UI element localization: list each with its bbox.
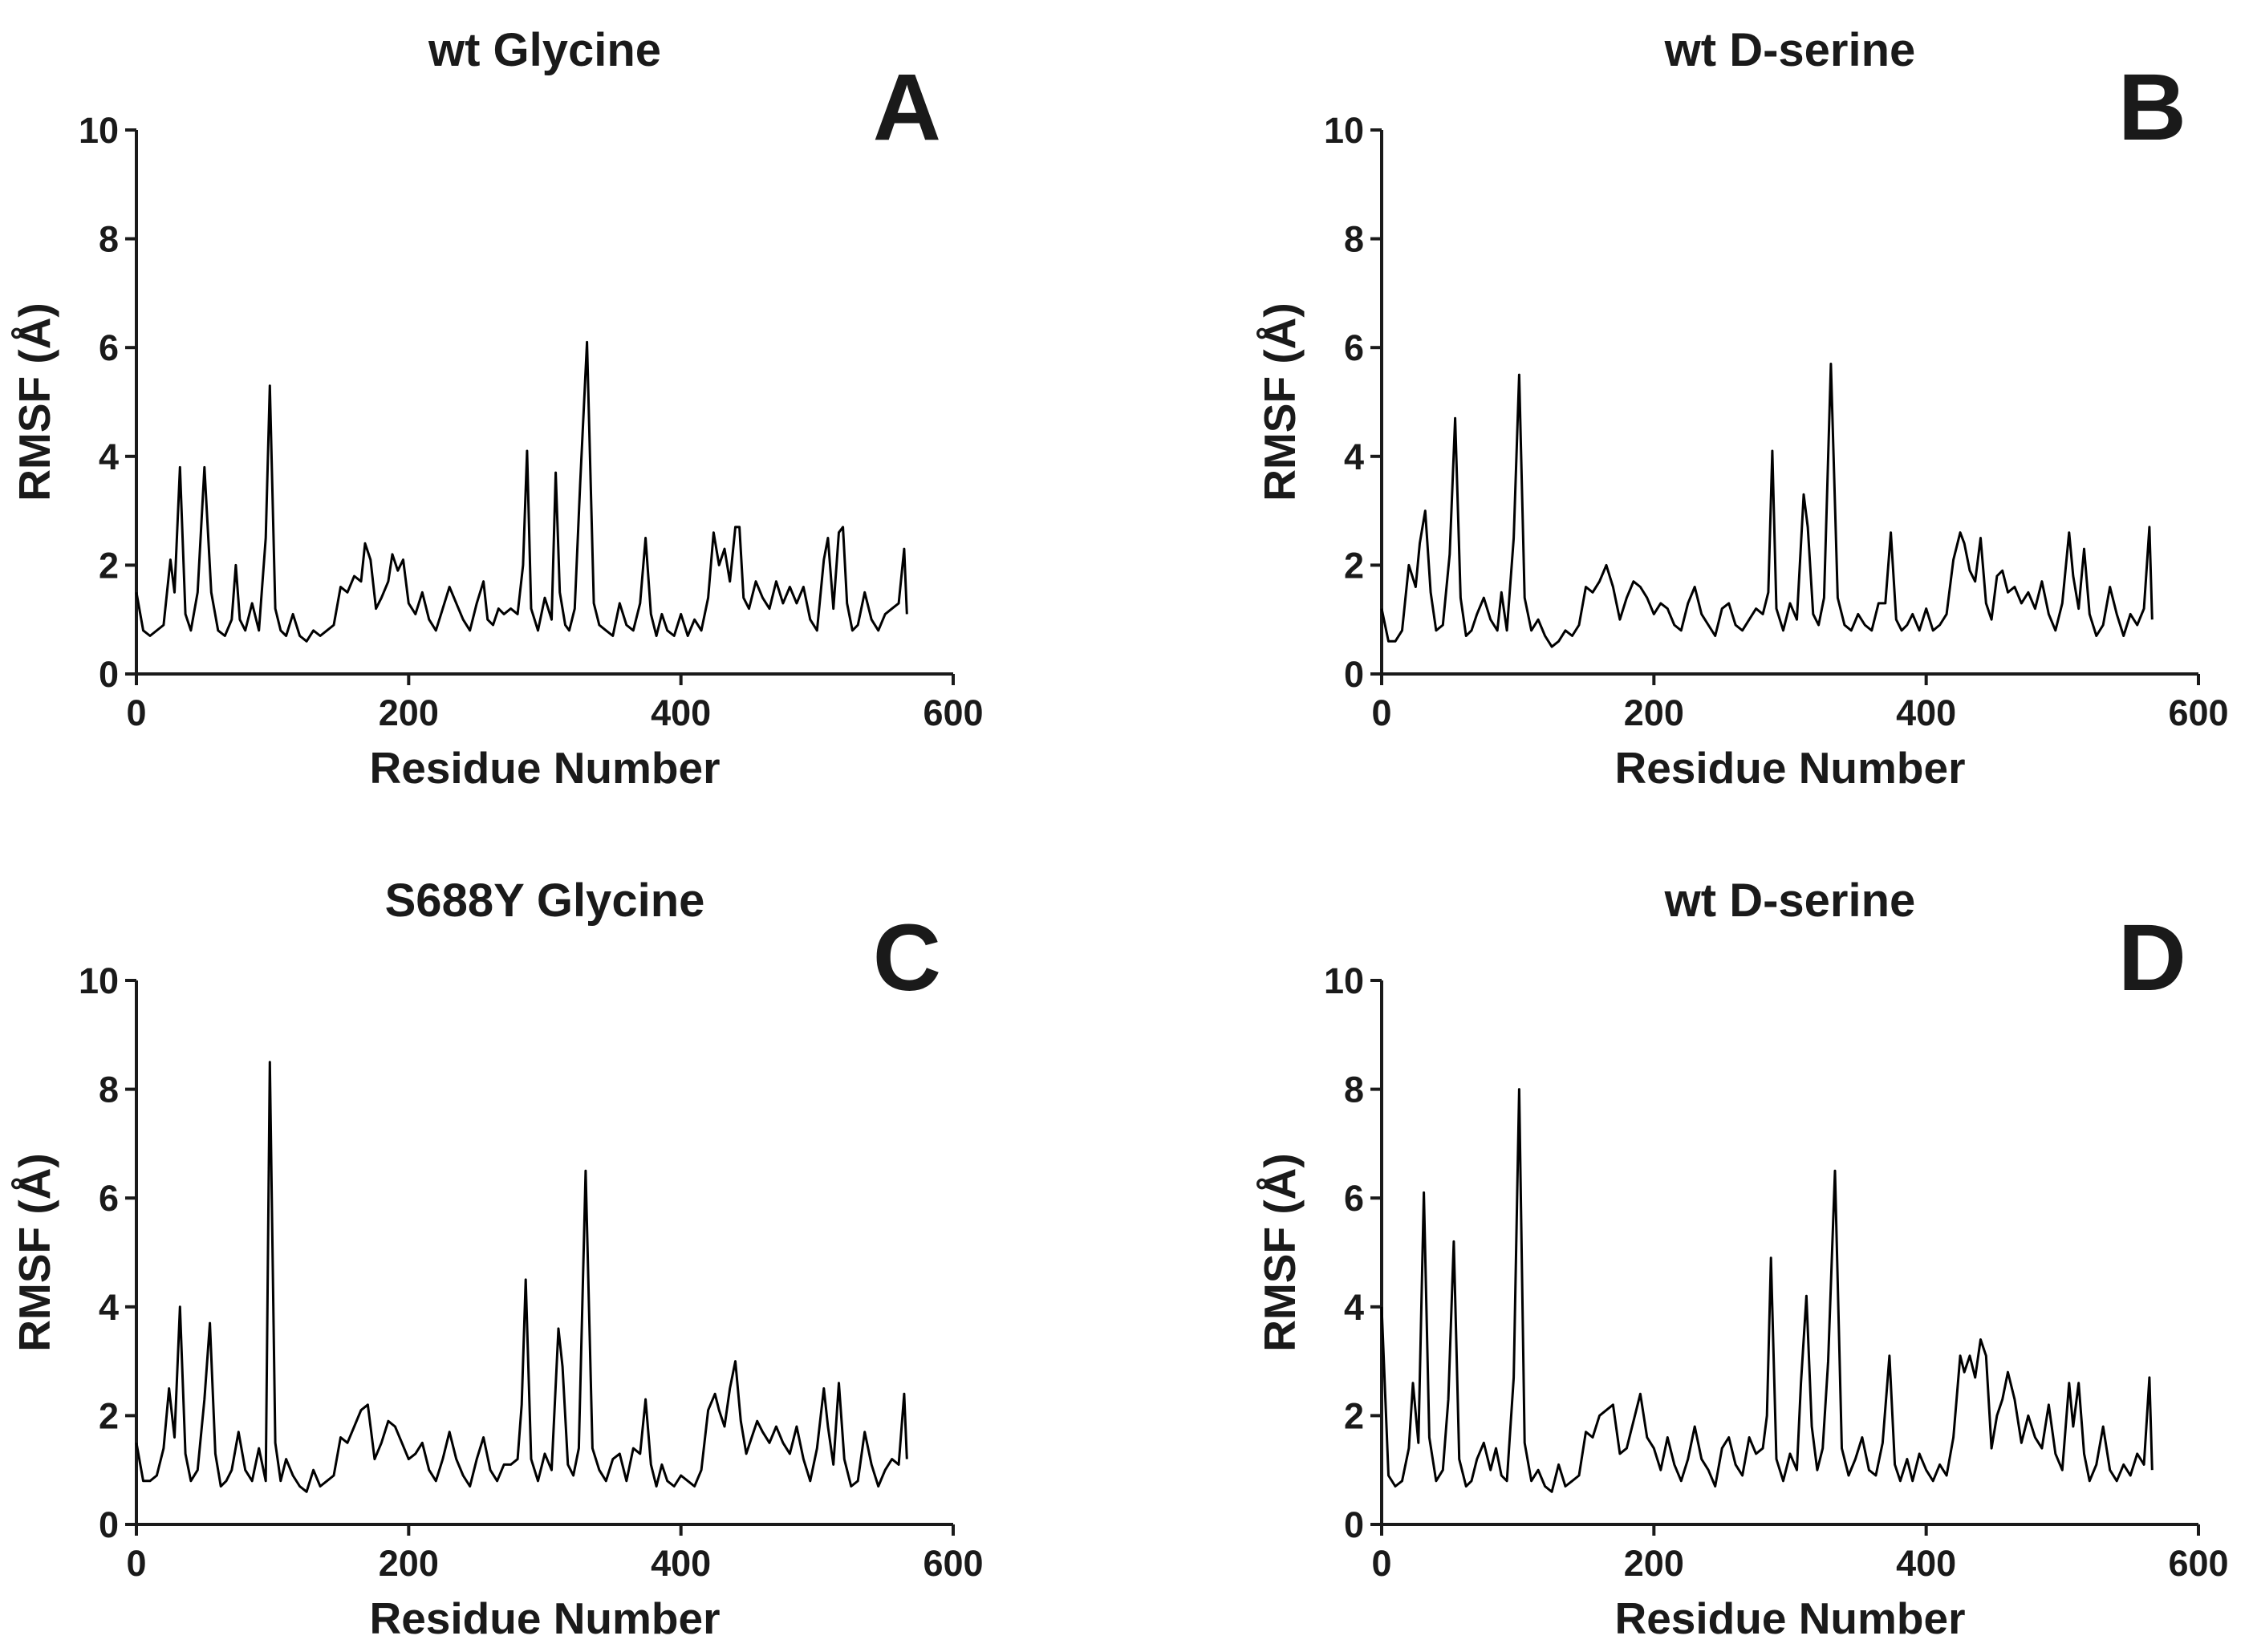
x-tick-label: 200 xyxy=(1624,1543,1684,1584)
y-axis-label: RMSF (Å) xyxy=(1255,302,1305,501)
y-tick-label: 8 xyxy=(99,1070,119,1110)
x-tick-label: 0 xyxy=(1371,692,1391,733)
chart-title: S688Y Glycine xyxy=(385,875,705,927)
y-tick-label: 10 xyxy=(79,110,119,151)
y-tick-label: 4 xyxy=(99,1287,119,1328)
x-tick-label: 0 xyxy=(126,692,146,733)
y-tick-label: 6 xyxy=(99,327,119,368)
y-tick-label: 2 xyxy=(99,1395,119,1436)
x-tick-label: 600 xyxy=(923,1543,983,1584)
y-tick-label: 2 xyxy=(1344,1395,1364,1436)
y-tick-label: 6 xyxy=(99,1178,119,1219)
x-tick-label: 600 xyxy=(2168,692,2228,733)
chart-panel-a: wt Glycine A 0 2 4 6 8 10 0 200 400 600 Residue Numb… xyxy=(10,24,984,793)
chart-panel-d: wt D-serine D 0 2 4 6 8 10 0 200 400 600 Residue Num… xyxy=(1255,875,2229,1643)
x-tick-label: 400 xyxy=(1896,1543,1956,1584)
x-tick-label: 400 xyxy=(651,1543,711,1584)
chart-title: wt D-serine xyxy=(1664,24,1916,76)
x-axis-label: Residue Number xyxy=(1614,1593,1965,1643)
x-tick-label: 200 xyxy=(379,692,439,733)
rmsf-series-line xyxy=(135,340,908,643)
y-tick-label: 6 xyxy=(1344,1178,1364,1219)
x-tick-label: 600 xyxy=(2168,1543,2228,1584)
chart-title: wt D-serine xyxy=(1664,875,1916,927)
y-tick-label: 6 xyxy=(1344,327,1364,368)
rmsf-series-line xyxy=(1380,363,2154,648)
chart-panel-c: S688Y Glycine C 0 2 4 6 8 10 0 200 400 600 Residue N… xyxy=(10,875,984,1643)
y-tick-label: 2 xyxy=(1344,545,1364,586)
x-tick-label: 0 xyxy=(1371,1543,1391,1584)
x-tick-label: 200 xyxy=(379,1543,439,1584)
y-tick-label: 10 xyxy=(79,960,119,1001)
x-tick-label: 600 xyxy=(923,692,983,733)
y-tick-label: 8 xyxy=(1344,1070,1364,1110)
panel-letter: B xyxy=(2118,55,2186,160)
y-tick-label: 8 xyxy=(1344,219,1364,260)
rmsf-series-line xyxy=(1380,1088,2154,1493)
x-axis-label: Residue Number xyxy=(1614,743,1965,793)
rmsf-series-line xyxy=(135,1061,908,1493)
y-axis-label: RMSF (Å) xyxy=(1255,1153,1305,1351)
y-tick-label: 8 xyxy=(99,219,119,260)
x-tick-label: 0 xyxy=(126,1543,146,1584)
y-tick-label: 10 xyxy=(1324,110,1364,151)
y-tick-label: 2 xyxy=(99,545,119,586)
x-tick-label: 200 xyxy=(1624,692,1684,733)
y-tick-label: 4 xyxy=(1344,1287,1364,1328)
y-tick-label: 0 xyxy=(1344,654,1364,695)
chart-panel-b: wt D-serine B 0 2 4 6 8 10 0 200 400 600 Residue Num… xyxy=(1255,24,2229,793)
chart-title: wt Glycine xyxy=(428,24,661,76)
y-tick-label: 4 xyxy=(1344,436,1364,477)
x-axis-label: Residue Number xyxy=(369,1593,720,1643)
panel-letter: D xyxy=(2118,905,2186,1011)
y-tick-label: 0 xyxy=(99,654,119,695)
panel-letter: A xyxy=(873,55,941,160)
y-axis-label: RMSF (Å) xyxy=(10,302,59,501)
y-tick-label: 4 xyxy=(99,436,119,477)
panel-letter: C xyxy=(873,905,941,1011)
x-tick-label: 400 xyxy=(1896,692,1956,733)
y-axis-label: RMSF (Å) xyxy=(10,1153,59,1351)
y-tick-label: 0 xyxy=(1344,1504,1364,1545)
y-tick-label: 10 xyxy=(1324,960,1364,1001)
x-tick-label: 400 xyxy=(651,692,711,733)
y-tick-label: 0 xyxy=(99,1504,119,1545)
x-axis-label: Residue Number xyxy=(369,743,720,793)
